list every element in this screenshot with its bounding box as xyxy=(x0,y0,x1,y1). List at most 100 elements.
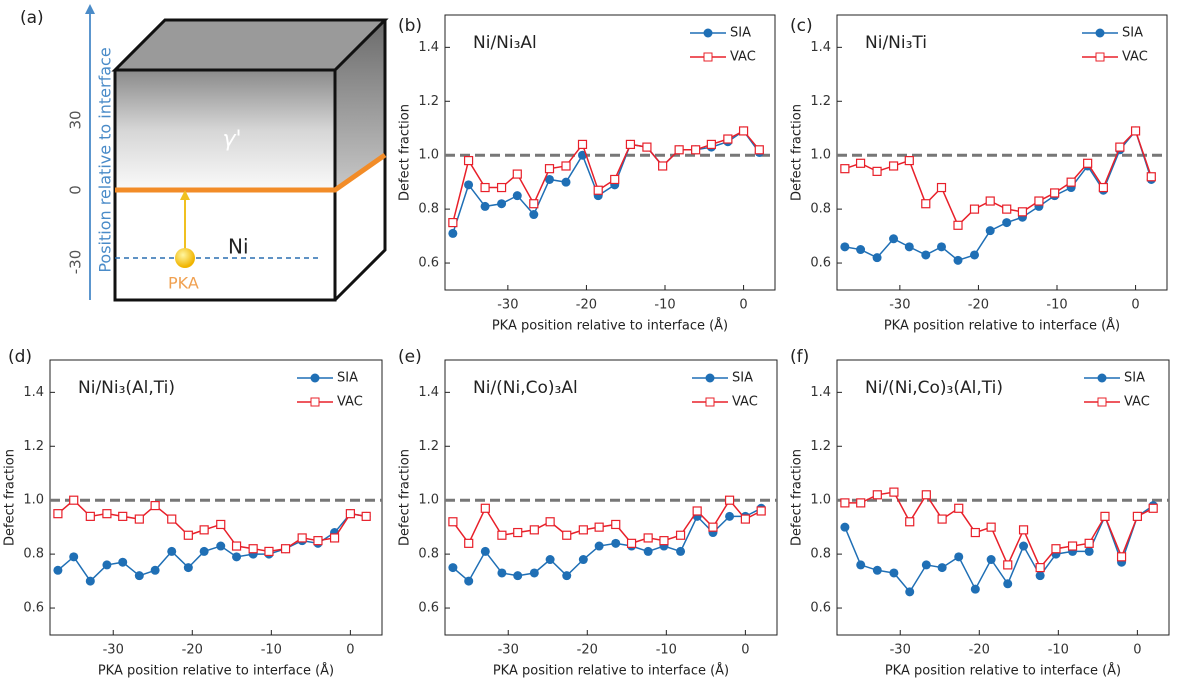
x-tick-label: -30 xyxy=(103,643,124,658)
marker xyxy=(199,525,209,535)
y-tick-label: 0.8 xyxy=(418,202,439,217)
x-tick-label: 0 xyxy=(1133,643,1141,658)
marker xyxy=(738,126,749,136)
y-tick-label: 1.0 xyxy=(810,148,831,163)
marker xyxy=(1034,196,1044,206)
marker xyxy=(1019,541,1029,551)
marker xyxy=(248,544,258,554)
x-tick-label: -30 xyxy=(498,643,519,658)
marker xyxy=(594,522,604,532)
legend-label: VAC xyxy=(730,50,756,65)
y-tick-label: 0.6 xyxy=(23,601,44,616)
marker xyxy=(856,560,866,570)
marker xyxy=(856,498,866,508)
marker xyxy=(1003,579,1013,589)
marker xyxy=(659,536,669,546)
marker xyxy=(937,242,946,252)
axis-tick: 0 xyxy=(67,185,85,195)
marker xyxy=(889,568,899,578)
chart-title: Ni/Ni₃Al xyxy=(473,33,537,53)
marker xyxy=(872,490,882,500)
chart-panel: (f) 0.6 0.8 1.0 1.2 1.4 -30 -20 -10 0 PKA position… xyxy=(790,347,1170,678)
y-tick-label: 0.6 xyxy=(418,601,439,616)
marker xyxy=(1067,541,1078,551)
plot-frame xyxy=(49,359,383,636)
marker xyxy=(1130,126,1141,136)
marker xyxy=(544,164,555,174)
y-axis-label: Defect fraction xyxy=(790,449,805,546)
marker xyxy=(85,511,95,521)
marker xyxy=(448,563,458,573)
x-tick-label: -20 xyxy=(969,643,990,658)
axis-head xyxy=(85,4,95,14)
marker xyxy=(1002,218,1012,228)
chart-panel: (b) 0.6 0.8 1.0 1.2 1.4 -30 -20 -10 0 PKA position… xyxy=(398,14,776,334)
marker xyxy=(840,522,850,532)
marker xyxy=(937,563,947,573)
marker xyxy=(361,511,371,521)
y-tick-label: 0.8 xyxy=(810,547,831,562)
legend-marker xyxy=(703,28,713,38)
matrix-label: Ni xyxy=(228,235,249,259)
marker xyxy=(724,495,735,505)
box-edges xyxy=(111,18,389,302)
panel-label: (d) xyxy=(8,347,32,367)
y-axis-label: Defect fraction xyxy=(3,449,18,546)
y-axis-label: Defect fraction xyxy=(790,104,805,201)
marker xyxy=(921,250,931,260)
marker xyxy=(611,538,621,548)
x-axis-label: PKA position relative to interface (Å) xyxy=(885,663,1121,678)
x-tick-label: -10 xyxy=(654,298,675,313)
marker xyxy=(674,145,684,155)
marker xyxy=(1084,538,1094,548)
marker xyxy=(872,166,882,176)
marker xyxy=(708,522,718,532)
marker xyxy=(1066,177,1076,187)
marker xyxy=(610,174,620,185)
legend-label: VAC xyxy=(732,395,758,410)
panel-label: (e) xyxy=(398,347,422,367)
marker xyxy=(1083,158,1093,168)
x-tick-label: -30 xyxy=(889,298,910,313)
marker xyxy=(562,571,572,581)
marker xyxy=(954,552,964,562)
marker xyxy=(53,509,63,519)
marker xyxy=(1132,511,1142,521)
schematic: (a) Position relative to interface 30 0 … xyxy=(20,4,389,302)
marker xyxy=(512,191,522,201)
y-tick-label: 0.8 xyxy=(810,202,831,217)
marker xyxy=(970,584,980,594)
marker xyxy=(1098,182,1108,193)
plot-frame xyxy=(444,359,778,636)
legend-marker xyxy=(1097,373,1107,383)
marker xyxy=(102,560,112,570)
marker xyxy=(1002,204,1012,214)
marker xyxy=(216,541,226,551)
marker xyxy=(53,565,63,575)
marker xyxy=(464,576,474,586)
y-tick-label: 0.8 xyxy=(418,547,439,562)
marker xyxy=(329,533,340,543)
x-tick-label: -20 xyxy=(968,298,989,313)
marker xyxy=(69,552,79,562)
marker xyxy=(577,139,588,150)
axis-tick: 30 xyxy=(67,110,85,129)
x-axis-label: PKA position relative to interface (Å) xyxy=(98,663,334,678)
y-tick-label: 1.0 xyxy=(418,148,439,163)
marker xyxy=(578,525,588,535)
marker xyxy=(1148,503,1158,513)
marker xyxy=(840,498,850,508)
chart-title: Ni/Ni₃(Al,Ti) xyxy=(78,378,175,398)
y-tick-label: 0.8 xyxy=(23,547,44,562)
marker xyxy=(464,538,474,548)
marker xyxy=(953,255,963,265)
y-tick-label: 1.2 xyxy=(810,439,831,454)
marker xyxy=(463,155,474,166)
legend-label: SIA xyxy=(732,371,753,386)
legend-marker xyxy=(705,397,715,407)
marker xyxy=(985,196,995,206)
marker xyxy=(889,487,899,497)
marker xyxy=(513,527,523,538)
marker xyxy=(183,530,193,540)
